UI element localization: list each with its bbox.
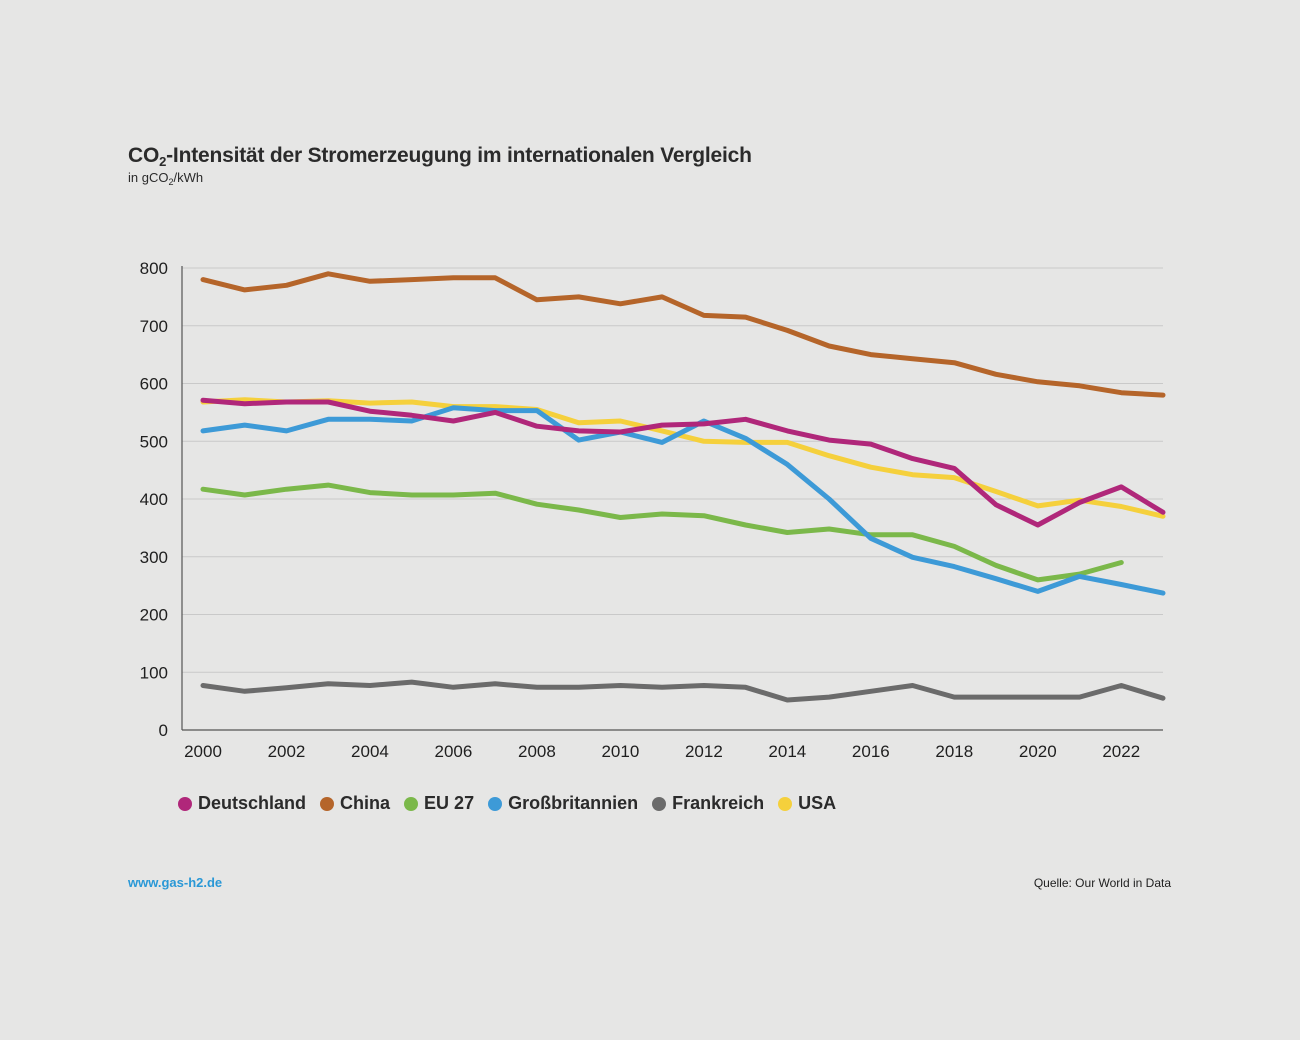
legend-item: USA	[778, 793, 836, 814]
legend-item: EU 27	[404, 793, 474, 814]
legend-marker	[404, 796, 419, 811]
x-tick-label: 2020	[1019, 742, 1057, 761]
series-line-deutschland	[200, 397, 1166, 528]
series-line-china	[200, 271, 1166, 398]
x-tick-label: 2006	[435, 742, 473, 761]
legend-marker	[178, 796, 192, 811]
legend-label: Frankreich	[672, 793, 765, 813]
grid-lines	[182, 267, 1163, 673]
x-tick-label: 2002	[268, 742, 306, 761]
legend-label: Großbritannien	[508, 793, 639, 813]
legend-label: USA	[798, 793, 837, 813]
axes: 0 100 200 300 400 500 600 700 800 2000 2002 2004 200…	[140, 259, 1163, 761]
legend-item: Frankreich	[652, 793, 764, 814]
legend-label: Deutschland	[198, 793, 307, 813]
series-line-eu-27	[200, 482, 1124, 583]
y-tick-label: 200	[140, 606, 168, 625]
y-tick-label: 100	[140, 663, 168, 682]
x-tick-label: 2004	[351, 742, 389, 761]
legend-marker	[652, 796, 667, 811]
x-tick-label: 2000	[184, 742, 222, 761]
source-note: Quelle: Our World in Data	[1033, 876, 1171, 890]
legend-marker	[488, 796, 503, 811]
x-tick-label: 2022	[1102, 742, 1140, 761]
chart-title: CO2-Intensität der Stromerzeugung im int…	[128, 144, 752, 169]
x-tick-label: 2012	[685, 742, 723, 761]
x-tick-label: 2016	[852, 742, 890, 761]
legend-marker	[320, 796, 335, 811]
legend-marker	[778, 796, 793, 811]
website-link[interactable]: www.gas-h2.de	[128, 875, 223, 890]
y-tick-label: 600	[140, 375, 168, 394]
chart-subtitle: in gCO2/kWh	[128, 170, 204, 187]
y-tick-label: 700	[140, 317, 168, 336]
y-tick-label: 800	[140, 259, 168, 278]
x-tick-label: 2014	[768, 742, 806, 761]
y-tick-label: 400	[140, 490, 168, 509]
series-line-usa	[200, 397, 1166, 519]
legend: Deutschland China EU 27 Großbritannien Frank…	[178, 793, 836, 814]
y-tick-label: 500	[140, 432, 168, 451]
legend-label: China	[340, 793, 391, 813]
legend-item: Deutschland	[178, 793, 306, 814]
legend-label: EU 27	[424, 793, 475, 813]
series-lines	[200, 271, 1166, 703]
y-tick-label: 0	[159, 721, 168, 740]
y-tick-label: 300	[140, 548, 168, 567]
series-line-großbritannien	[200, 405, 1166, 596]
series-line-frankreich	[200, 679, 1166, 703]
legend-item: Großbritannien	[488, 793, 638, 814]
x-tick-label: 2010	[601, 742, 639, 761]
legend-item: China	[320, 793, 390, 814]
x-tick-label: 2008	[518, 742, 556, 761]
x-tick-label: 2018	[935, 742, 973, 761]
